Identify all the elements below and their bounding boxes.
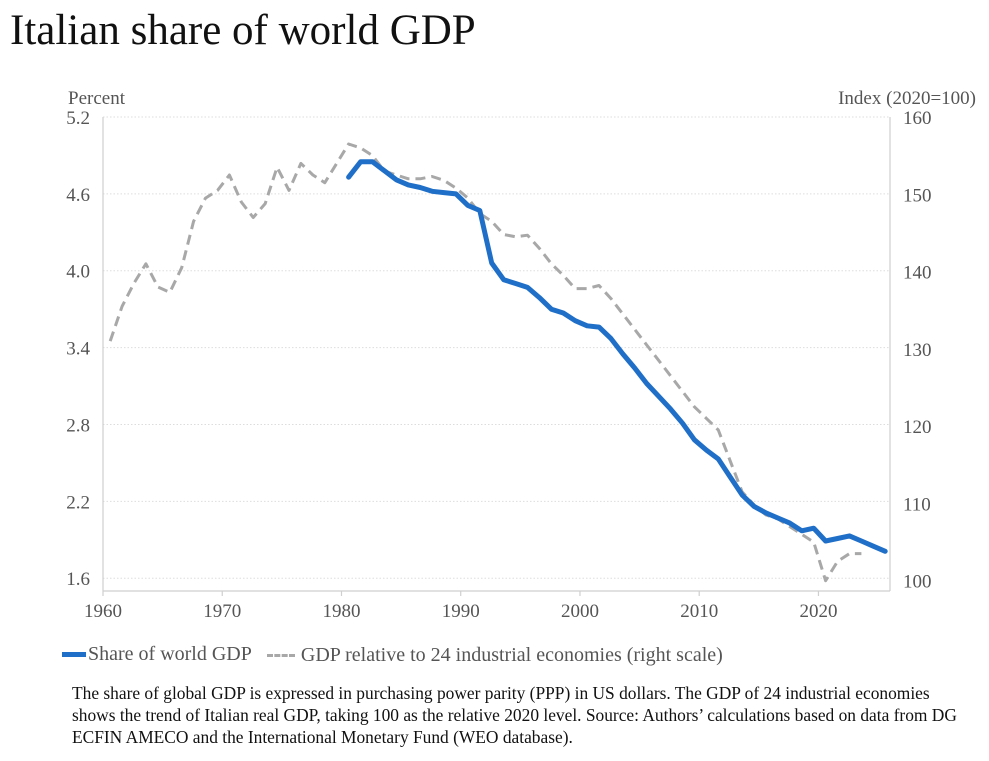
- right-tick-label: 110: [903, 494, 931, 515]
- right-axis-unit-label: Index (2020=100): [838, 88, 976, 109]
- legend-label-relative: GDP relative to 24 industrial economies …: [300, 644, 723, 666]
- x-tick-label: 1990: [442, 601, 480, 622]
- legend-item-share: Share of world GDP: [62, 643, 252, 666]
- x-tick-label: 1970: [203, 601, 241, 622]
- legend-item-relative: GDP relative to 24 industrial economies …: [266, 644, 723, 667]
- left-tick-label: 3.4: [66, 339, 90, 360]
- left-tick-label: 2.2: [66, 492, 90, 513]
- series-line-share-world-gdp: [346, 159, 888, 554]
- right-axis-ticks: 100 110 120 130 140 150 160: [903, 108, 932, 593]
- chart: Percent Index (2020=100) 1.6 2.2 2.8 3.4 4.0…: [66, 88, 976, 622]
- right-tick-label: 130: [903, 340, 932, 361]
- legend-label-share: Share of world GDP: [88, 643, 252, 665]
- right-tick-label: 140: [903, 263, 932, 284]
- x-tick-label: 2020: [799, 601, 837, 622]
- series-layer: [108, 142, 888, 583]
- legend: Share of world GDP GDP relative to 24 in…: [62, 640, 733, 667]
- right-tick-label: 150: [903, 185, 932, 206]
- x-tick-label: 1960: [84, 601, 122, 622]
- x-tick-label: 1980: [322, 601, 360, 622]
- left-tick-label: 4.6: [66, 185, 90, 206]
- x-tick-label: 2000: [561, 601, 599, 622]
- gridlines: [103, 116, 890, 579]
- chart-title: Italian share of world GDP: [10, 7, 476, 54]
- left-tick-label: 2.8: [66, 415, 90, 436]
- chart-note: The share of global GDP is expressed in …: [72, 683, 957, 747]
- left-tick-label: 1.6: [66, 569, 90, 590]
- right-tick-label: 120: [903, 417, 932, 438]
- left-tick-label: 4.0: [66, 262, 90, 283]
- left-axis-unit-label: Percent: [68, 88, 126, 109]
- right-tick-label: 160: [903, 108, 932, 129]
- series-line-relative-gdp: [108, 142, 862, 583]
- left-axis-ticks: 1.6 2.2 2.8 3.4 4.0 4.6 5.2: [66, 108, 90, 590]
- legend-swatch-relative: [266, 654, 295, 657]
- x-tick-label: 2010: [680, 601, 718, 622]
- axes: [102, 117, 891, 592]
- legend-swatch-share: [62, 652, 86, 657]
- left-tick-label: 5.2: [66, 108, 90, 129]
- right-tick-label: 100: [903, 572, 932, 593]
- x-axis-ticks: 1960 1970 1980 1990 2000 2010 2020: [84, 591, 837, 622]
